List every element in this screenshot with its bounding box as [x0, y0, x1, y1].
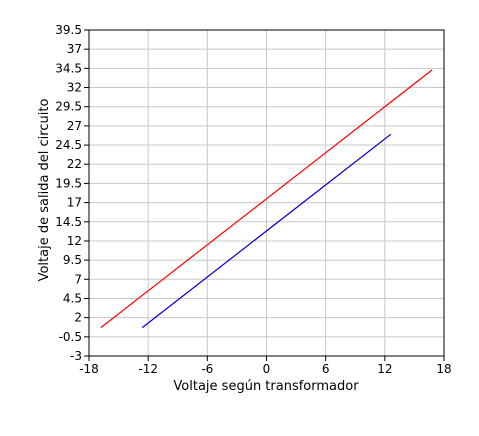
series-line-1 — [100, 69, 433, 329]
y-tick-label: -3 — [70, 349, 82, 363]
y-tick-label: 4.5 — [63, 291, 82, 305]
x-tick-label: -18 — [79, 362, 99, 376]
y-tick-label: 17 — [67, 196, 82, 210]
y-tick-label: 24.5 — [55, 138, 82, 152]
y-tick-labels: -3-0.524.579.51214.51719.52224.52729.532… — [55, 23, 82, 363]
y-tick-label: 19.5 — [55, 176, 82, 190]
x-tick-labels: -18 -12 -6 0 6 12 18 — [79, 362, 451, 376]
x-tick-label: 18 — [436, 362, 451, 376]
x-tick-label: -12 — [138, 362, 158, 376]
x-tick-label: 0 — [263, 362, 271, 376]
ticks — [84, 29, 445, 361]
x-tick-label: 6 — [322, 362, 330, 376]
y-tick-label: 7 — [74, 272, 82, 286]
y-tick-label: 29.5 — [55, 100, 82, 114]
series-line-2 — [141, 133, 392, 329]
x-axis-title: Voltaje según transformador — [173, 379, 359, 394]
x-tick-label: -6 — [201, 362, 213, 376]
y-tick-label: 9.5 — [63, 253, 82, 267]
y-tick-label: 37 — [67, 42, 82, 56]
grid — [88, 29, 445, 357]
y-axis-title: Voltaje de salida del circuito — [37, 99, 52, 282]
y-tick-label: -0.5 — [59, 330, 82, 344]
series-group — [100, 69, 433, 329]
y-tick-label: 32 — [67, 81, 82, 95]
y-tick-label: 34.5 — [55, 61, 82, 75]
y-tick-label: 27 — [67, 119, 82, 133]
y-tick-label: 14.5 — [55, 215, 82, 229]
y-tick-label: 2 — [74, 311, 82, 325]
y-tick-label: 12 — [67, 234, 82, 248]
y-tick-label: 22 — [67, 157, 82, 171]
y-tick-label: 39.5 — [55, 23, 82, 37]
x-tick-label: 12 — [377, 362, 392, 376]
